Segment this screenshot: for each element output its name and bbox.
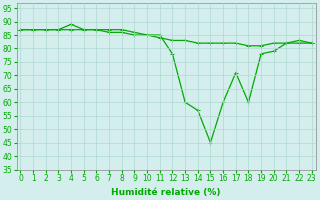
X-axis label: Humidité relative (%): Humidité relative (%)	[111, 188, 221, 197]
